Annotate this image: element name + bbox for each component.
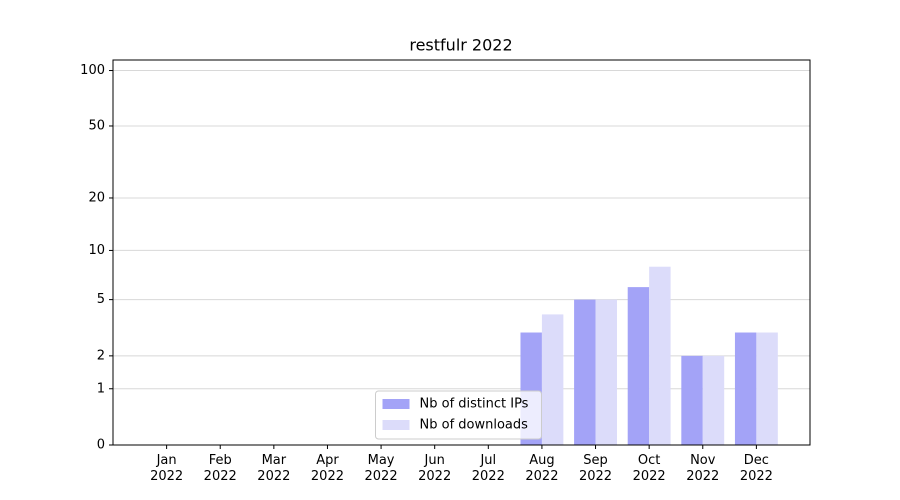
x-tick-label: Mar 2022 [257,453,291,484]
x-tick-label: Sep 2022 [578,453,613,484]
bar [627,287,650,445]
y-tick-label: 2 [97,348,105,363]
x-tick-label: Feb 2022 [203,453,237,484]
y-tick-label: 10 [88,243,105,258]
x-tick-label: May 2022 [364,453,398,484]
legend-box [375,390,542,440]
y-tick-label: 20 [88,190,105,205]
legend-swatch [382,399,410,409]
x-tick-label: Dec 2022 [739,453,773,484]
bar [702,355,725,445]
bar [541,314,564,445]
x-tick-label: Aug 2022 [525,453,559,484]
legend-label: Nb of downloads [420,418,529,433]
bar [649,266,671,445]
x-tick-label: Apr 2022 [310,453,344,484]
y-tick-label: 0 [97,438,105,453]
x-tick-label: Oct 2022 [632,453,666,484]
legend-label: Nb of distinct IPs [420,397,529,412]
bar [574,299,596,445]
bar [681,355,703,445]
x-tick-label: Jun 2022 [418,453,452,484]
x-tick-label: Jul 2022 [471,453,505,484]
x-tick-label: Jan 2022 [150,453,184,484]
bar [756,332,778,445]
legend-swatch [382,420,410,430]
legend: Nb of distinct IPs Nb of downloads [375,390,542,440]
y-tick-label: 5 [97,292,105,307]
bar [734,332,757,445]
y-tick-label: 100 [80,63,105,78]
bar [595,299,617,445]
y-tick-label: 1 [97,381,105,396]
y-tick-label: 50 [88,118,105,133]
chart-title: restfulr 2022 [409,36,512,55]
x-tick-label: Nov 2022 [686,453,720,484]
grid [113,70,810,446]
plot-frame [112,59,811,446]
